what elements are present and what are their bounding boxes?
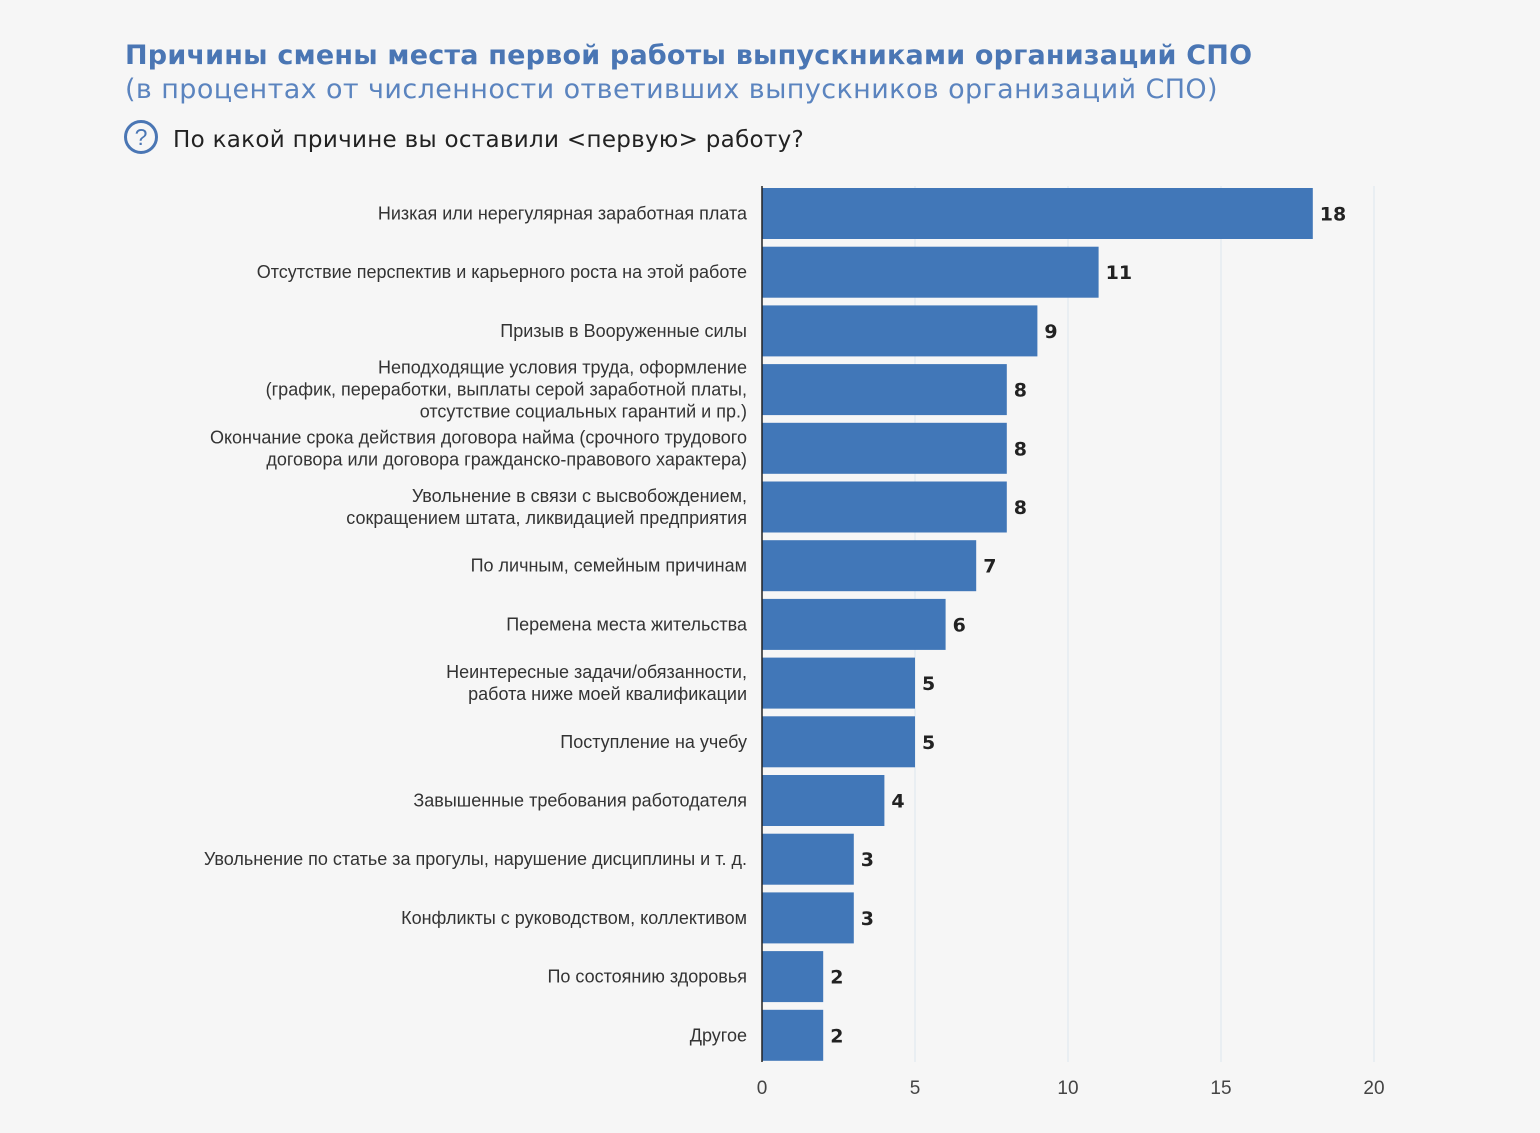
bar	[762, 481, 1007, 533]
category-label: Отсутствие перспектив и карьерного роста…	[257, 262, 747, 282]
bar	[762, 364, 1007, 416]
x-tick-label: 15	[1210, 1078, 1231, 1099]
chart-subtitle: (в процентах от численности ответивших в…	[125, 74, 1218, 105]
category-label: Увольнение в связи с высвобождением, сокр…	[346, 486, 747, 528]
bar	[762, 716, 915, 768]
data-label: 6	[953, 614, 966, 636]
question-text: По какой причине вы оставили <первую> ра…	[173, 127, 805, 153]
category-label: Низкая или нерегулярная заработная плата	[378, 204, 748, 224]
data-label: 11	[1106, 262, 1132, 284]
bar	[762, 833, 854, 885]
category-label: Окончание срока действия договора найма …	[210, 427, 747, 469]
data-label: 2	[830, 967, 843, 989]
x-tick-label: 5	[910, 1078, 921, 1099]
data-label: 9	[1044, 321, 1057, 343]
category-label: Неинтересные задачи/обязанности, работа н…	[446, 662, 747, 704]
category-label: Завышенные требования работодателя	[413, 791, 747, 811]
data-label: 8	[1014, 380, 1027, 402]
category-label: Другое	[690, 1025, 747, 1045]
bar	[762, 305, 1038, 357]
chart-title: Причины смены места первой работы выпуск…	[125, 40, 1253, 71]
data-label: 8	[1014, 497, 1027, 519]
category-label: Конфликты с руководством, коллективом	[401, 908, 747, 928]
data-label: 4	[891, 791, 904, 813]
x-tick-label: 0	[757, 1078, 768, 1099]
x-tick-label: 10	[1057, 1078, 1078, 1099]
category-label: Неподходящие условия труда, оформление (г…	[266, 358, 747, 422]
x-tick-label: 20	[1363, 1078, 1384, 1099]
data-label: 5	[922, 673, 935, 695]
category-label: Перемена места жительства	[506, 614, 748, 634]
bar	[762, 598, 946, 650]
question-circle-icon: ?	[124, 120, 158, 154]
category-label: По личным, семейным причинам	[471, 556, 747, 576]
category-label: По состоянию здоровья	[547, 967, 747, 987]
data-label: 7	[983, 556, 996, 578]
bar	[762, 1009, 824, 1061]
data-label: 18	[1320, 204, 1346, 226]
bar	[762, 775, 885, 826]
data-label: 3	[861, 849, 874, 871]
bar	[762, 657, 915, 709]
bar	[762, 188, 1313, 239]
category-label: Увольнение по статье за прогулы, нарушен…	[204, 849, 747, 869]
category-label: Призыв в Вооруженные силы	[500, 321, 747, 341]
data-label: 2	[830, 1025, 843, 1047]
data-label: 3	[861, 908, 874, 930]
data-label: 5	[922, 732, 935, 754]
bar	[762, 246, 1099, 298]
bar	[762, 422, 1007, 474]
bar	[762, 951, 824, 1003]
bar	[762, 892, 854, 944]
bar	[762, 540, 977, 592]
category-label: Поступление на учебу	[560, 732, 747, 752]
data-label: 8	[1014, 438, 1027, 460]
